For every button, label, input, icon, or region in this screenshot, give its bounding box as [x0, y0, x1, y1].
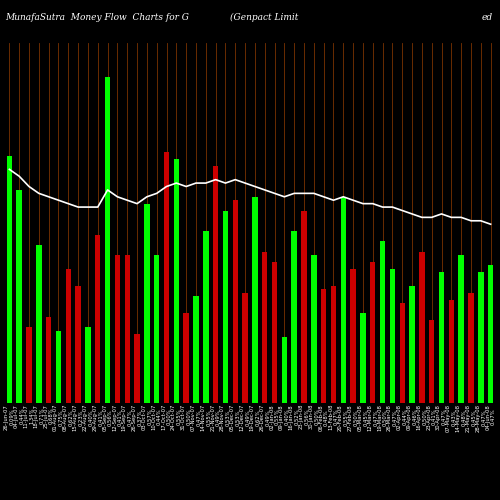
Bar [184, 314, 189, 402]
Bar [134, 334, 140, 402]
Bar [85, 327, 90, 402]
Bar [468, 293, 473, 403]
Bar [194, 296, 198, 403]
Bar [114, 255, 120, 402]
Bar [321, 290, 326, 403]
Bar [252, 197, 258, 402]
Bar [370, 262, 376, 402]
Bar [26, 327, 32, 402]
Bar [302, 210, 306, 402]
Bar [311, 255, 316, 402]
Bar [488, 266, 494, 402]
Bar [56, 330, 61, 402]
Bar [203, 231, 208, 402]
Bar [46, 317, 52, 402]
Bar [154, 255, 160, 402]
Bar [331, 286, 336, 403]
Bar [400, 303, 405, 402]
Bar [340, 197, 346, 402]
Bar [213, 166, 218, 402]
Bar [232, 200, 238, 402]
Bar [410, 286, 415, 403]
Bar [419, 252, 424, 402]
Bar [144, 204, 150, 402]
Bar [262, 252, 268, 402]
Bar [429, 320, 434, 402]
Bar [174, 159, 179, 402]
Bar [105, 77, 110, 402]
Text: ed: ed [482, 12, 492, 22]
Bar [390, 269, 395, 402]
Bar [478, 272, 484, 402]
Bar [6, 156, 12, 402]
Bar [448, 300, 454, 403]
Bar [36, 245, 42, 402]
Bar [164, 152, 169, 403]
Text: MunafaSutra  Money Flow  Charts for G: MunafaSutra Money Flow Charts for G [5, 12, 189, 22]
Bar [292, 231, 297, 402]
Bar [95, 234, 100, 402]
Bar [350, 269, 356, 402]
Bar [272, 262, 278, 402]
Bar [76, 286, 81, 403]
Bar [66, 269, 71, 402]
Bar [222, 210, 228, 402]
Bar [242, 293, 248, 403]
Bar [16, 190, 22, 402]
Bar [124, 255, 130, 402]
Bar [282, 338, 287, 402]
Bar [458, 255, 464, 402]
Bar [439, 272, 444, 402]
Bar [380, 242, 386, 402]
Bar [360, 314, 366, 402]
Text: (Genpact Limit: (Genpact Limit [230, 12, 298, 22]
